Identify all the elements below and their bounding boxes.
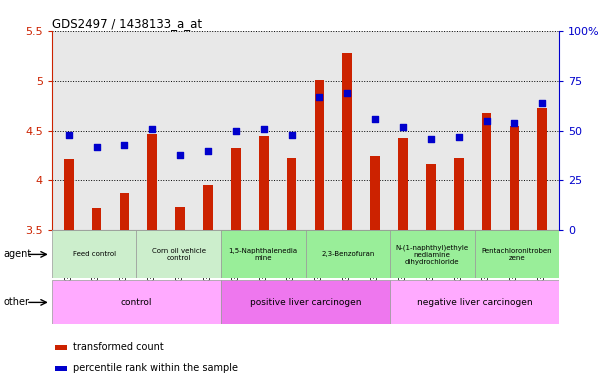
Bar (52, 280, 221, 324)
Bar (398, 137, 408, 230)
Bar (221, 280, 390, 324)
Bar (120, 194, 130, 230)
Point (203, 147, 213, 154)
Bar (92, 209, 101, 230)
Text: N-(1-naphthyl)ethyle
nediamine
dihydrochloride: N-(1-naphthyl)ethyle nediamine dihydroch… (396, 244, 469, 265)
Text: Corn oil vehicle
control: Corn oil vehicle control (152, 248, 206, 261)
Text: percentile rank within the sample: percentile rank within the sample (73, 362, 238, 373)
Bar (390, 230, 475, 278)
Bar (390, 280, 559, 324)
Point (510, 119, 519, 126)
Bar (64, 159, 73, 230)
Point (370, 116, 380, 122)
Bar (370, 156, 380, 230)
Text: other: other (3, 297, 29, 308)
Text: 2,3-Benzofuran: 2,3-Benzofuran (321, 252, 375, 257)
Bar (221, 230, 306, 278)
Point (538, 99, 547, 106)
Text: GDS2497 / 1438133_a_at: GDS2497 / 1438133_a_at (52, 17, 202, 30)
Bar (454, 157, 464, 230)
Bar (287, 157, 296, 230)
Point (64, 131, 73, 137)
Point (481, 118, 491, 124)
Point (147, 126, 157, 132)
Text: negative liver carcinogen: negative liver carcinogen (417, 298, 532, 307)
Bar (175, 207, 185, 230)
Bar (315, 79, 324, 230)
Text: Pentachloronitroben
zene: Pentachloronitroben zene (481, 248, 552, 261)
Bar (510, 126, 519, 230)
Bar (52, 230, 136, 278)
Bar (231, 147, 241, 230)
Point (231, 127, 241, 134)
Text: agent: agent (3, 249, 31, 260)
Point (315, 94, 324, 100)
Bar (426, 164, 436, 230)
Bar (481, 113, 491, 230)
Text: Feed control: Feed control (73, 252, 115, 257)
Point (175, 151, 185, 157)
Bar (306, 230, 390, 278)
Bar (55, 366, 67, 371)
Bar (259, 136, 269, 230)
Bar (147, 134, 157, 230)
Point (287, 131, 296, 137)
Bar (203, 185, 213, 230)
Point (398, 124, 408, 130)
Bar (55, 346, 67, 350)
Bar (342, 53, 352, 230)
Point (454, 134, 464, 140)
Text: control: control (121, 298, 152, 307)
Point (120, 141, 130, 147)
Point (92, 144, 101, 150)
Bar (475, 230, 559, 278)
Bar (538, 108, 547, 230)
Bar (136, 230, 221, 278)
Text: transformed count: transformed count (73, 342, 164, 352)
Point (259, 126, 269, 132)
Point (342, 89, 352, 96)
Text: positive liver carcinogen: positive liver carcinogen (250, 298, 361, 307)
Point (426, 136, 436, 142)
Text: 1,5-Naphthalenedia
mine: 1,5-Naphthalenedia mine (229, 248, 298, 261)
